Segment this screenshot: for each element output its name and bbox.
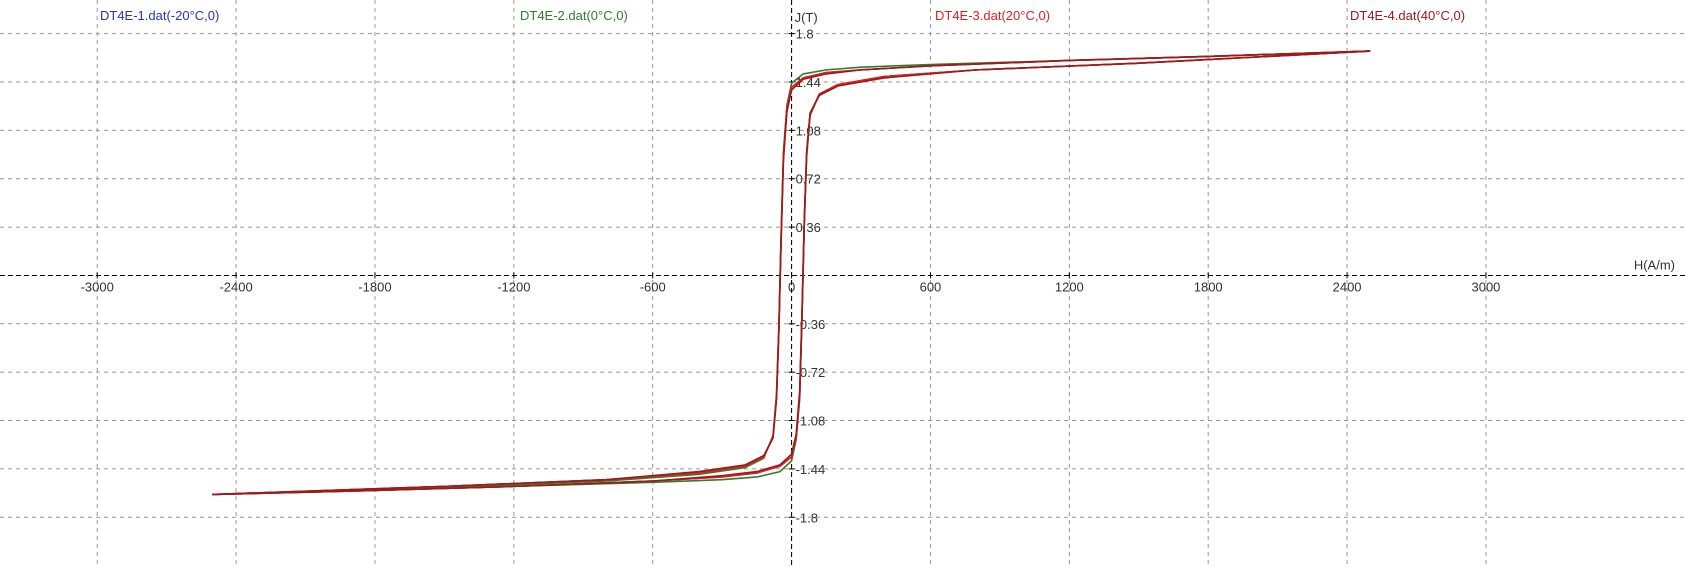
x-tick-label: -1200 — [497, 279, 530, 294]
y-axis-label: J(T) — [795, 10, 818, 25]
y-tick-label: -1.8 — [796, 510, 818, 525]
y-tick-label: 0.72 — [796, 172, 821, 187]
y-tick-label: -0.72 — [796, 365, 826, 380]
y-tick-label: 1.8 — [796, 27, 814, 42]
x-tick-label: 1200 — [1055, 279, 1084, 294]
x-tick-label: -1800 — [358, 279, 391, 294]
x-tick-label: 0 — [788, 279, 795, 294]
x-tick-label: -600 — [640, 279, 666, 294]
legend-entry: DT4E-1.dat(-20°C,0) — [100, 8, 219, 23]
legend-entry: DT4E-4.dat(40°C,0) — [1350, 8, 1465, 23]
x-axis-label: H(A/m) — [1634, 257, 1675, 272]
legend-entry: DT4E-2.dat(0°C,0) — [520, 8, 628, 23]
y-tick-label: 0.36 — [796, 220, 821, 235]
x-tick-label: -3000 — [81, 279, 114, 294]
y-tick-label: -1.44 — [796, 462, 826, 477]
x-tick-label: -2400 — [219, 279, 252, 294]
x-tick-label: 2400 — [1333, 279, 1362, 294]
x-tick-label: 1800 — [1194, 279, 1223, 294]
series-line — [212, 50, 1371, 496]
x-tick-label: 600 — [920, 279, 942, 294]
y-tick-label: -0.36 — [796, 317, 826, 332]
y-tick-label: -1.08 — [796, 414, 826, 429]
x-tick-label: 3000 — [1471, 279, 1500, 294]
legend-entry: DT4E-3.dat(20°C,0) — [935, 8, 1050, 23]
